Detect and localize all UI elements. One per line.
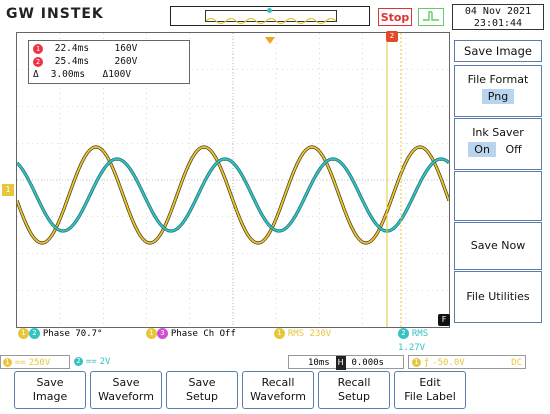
measure-phase-text: Phase 70.7° [42, 329, 103, 339]
cursor1-marker: 1 [33, 43, 43, 54]
softkey-line1: Edit [419, 376, 441, 389]
brand-logo: GW INSTEK [6, 6, 104, 22]
softkey-line1: Save [36, 376, 64, 389]
ch1-badge: 1 [3, 358, 12, 367]
trigger-source-badge: 1 [412, 358, 421, 367]
measure-src-ch2: 2 [398, 328, 409, 339]
ink-saver-label: Ink Saver [472, 126, 524, 139]
edit-file-label-softkey[interactable]: Edit File Label [394, 371, 466, 409]
scope-canvas [15, 33, 451, 327]
ch2-status[interactable]: 2 == 2V [74, 355, 140, 369]
softkey-line1: Recall [261, 376, 295, 389]
time-text: 23:01:44 [473, 18, 523, 29]
measure-src-ch3: 3 [157, 328, 168, 339]
delta-time-symbol: Δ [33, 69, 39, 80]
horizontal-icon: H [335, 356, 346, 370]
horizontal-position: 0.000s [351, 358, 384, 368]
function-badge: F [438, 314, 450, 326]
menu-title: Save Image [454, 40, 542, 62]
measure-src-ch1: 1 [18, 328, 29, 339]
trigger-edge-symbol: ƒ [423, 358, 430, 368]
overview-wave [205, 17, 337, 25]
ch1-coupling: == [14, 358, 26, 368]
date-text: 04 Nov 2021 [464, 6, 532, 17]
trigger-level: -50.0V [432, 358, 465, 368]
measure-rms-2-text: RMS 1.27V [398, 329, 429, 353]
softkey-line2: Setup [185, 390, 219, 403]
softkey-line2: File Label [404, 390, 456, 403]
softkey-line1: Save [112, 376, 140, 389]
softkey-line1: Save [188, 376, 216, 389]
ch2-scale: 2V [99, 357, 111, 367]
softkey-line2: Waveform [98, 390, 154, 403]
waveform-overview-bar [170, 6, 370, 26]
trigger-status[interactable]: 1 ƒ -50.0V DC [408, 355, 526, 369]
ch1-trace [16, 146, 450, 244]
cursor2-top-marker: 2 [386, 31, 398, 42]
trigger-edge-icon [418, 8, 444, 26]
timebase-status[interactable]: 10ms H 0.000s [288, 355, 404, 370]
softkey-line1: Recall [337, 376, 371, 389]
save-waveform-softkey[interactable]: Save Waveform [90, 371, 162, 409]
save-image-softkey[interactable]: Save Image [14, 371, 86, 409]
ch1-ground-marker: 1 [2, 184, 14, 196]
ink-saver-menu-item[interactable]: Ink Saver On Off [454, 118, 542, 170]
ch2-coupling: == [85, 357, 97, 367]
softkey-line2: Waveform [250, 390, 306, 403]
ink-saver-off: Off [505, 143, 522, 156]
measure-rms-1: 1 RMS 230V [274, 327, 331, 341]
cursor2-time: 25.4ms [54, 56, 90, 67]
file-format-label: File Format [467, 73, 529, 86]
run-stop-indicator[interactable]: Stop [378, 8, 412, 26]
file-utilities-button[interactable]: File Utilities [454, 271, 542, 323]
recall-waveform-softkey[interactable]: Recall Waveform [242, 371, 314, 409]
measure-rms-2: 2 RMS 1.27V [398, 327, 450, 355]
timebase-value: 10ms [308, 358, 330, 368]
ch2-badge: 2 [74, 357, 83, 366]
file-format-value: Png [481, 89, 515, 104]
ch1-scale: 250V [28, 358, 51, 368]
delta-time: 3.00ms [50, 69, 86, 80]
recall-setup-softkey[interactable]: Recall Setup [318, 371, 390, 409]
ch1-status[interactable]: 1 == 250V [0, 355, 70, 369]
delta-volt: 100V [108, 69, 132, 80]
cursor2-volt: 260V [114, 56, 138, 67]
cursor2-marker: 2 [33, 56, 43, 67]
cursor1-volt: 160V [114, 43, 138, 54]
measure-src-ch2: 2 [29, 328, 40, 339]
measure-src-ch1: 1 [146, 328, 157, 339]
ch2-trace [16, 158, 450, 232]
trigger-position-icon [265, 30, 275, 49]
softkey-line2: Setup [337, 390, 371, 403]
overview-pointer-icon [267, 8, 272, 13]
measure-rms-1-text: RMS 230V [287, 329, 332, 339]
measure-phase-off-text: Phase Ch Off [170, 329, 236, 339]
status-bar: 1 == 250V 2 == 2V 10ms H 0.000s 1 ƒ -50.… [0, 355, 550, 370]
delta-volt-symbol: Δ [102, 69, 109, 80]
softkey-line2: Image [32, 390, 68, 403]
ink-saver-on: On [468, 142, 496, 157]
trigger-coupling: DC [511, 358, 522, 368]
save-setup-softkey[interactable]: Save Setup [166, 371, 238, 409]
date-time-display: 04 Nov 2021 23:01:44 [452, 4, 544, 30]
save-now-button[interactable]: Save Now [454, 222, 542, 270]
measure-src-ch1: 1 [274, 328, 285, 339]
file-format-menu-item[interactable]: File Format Png [454, 65, 542, 117]
cursor-readout-box: 1 22.4ms 160V 2 25.4ms 260V Δ 3.00ms Δ10… [28, 40, 190, 84]
menu-blank-slot [454, 171, 542, 221]
cursor1-time: 22.4ms [54, 43, 90, 54]
